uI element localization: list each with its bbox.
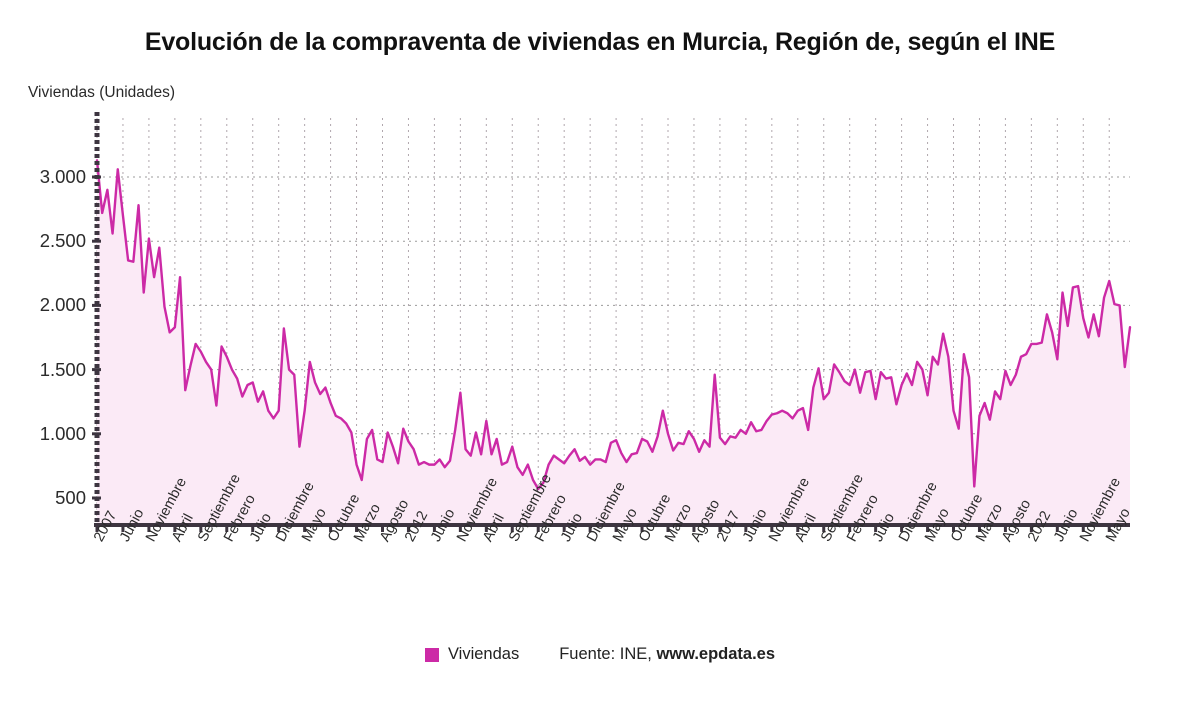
source-prefix: Fuente: INE, xyxy=(559,645,657,663)
chart-footer: Viviendas Fuente: INE, www.epdata.es xyxy=(0,645,1200,664)
x-axis-tick-label: Julio xyxy=(246,510,275,545)
x-axis-tick-label: Junio xyxy=(428,506,459,545)
x-axis-tick-label: Abril xyxy=(480,511,509,545)
y-axis-tick-label: 500 xyxy=(55,487,86,508)
y-axis-tick-label: 3.000 xyxy=(39,166,86,187)
source-note: Fuente: INE, www.epdata.es xyxy=(559,645,775,664)
y-axis-tick-label: 1.500 xyxy=(39,358,86,380)
x-axis-tick-label: Junio xyxy=(1051,506,1082,545)
legend-label: Viviendas xyxy=(447,645,520,663)
page-title: Evolución de la compraventa de viviendas… xyxy=(144,28,1056,56)
y-axis-ticks: 500 1.000 1.500 2.000 2.500 3.000 xyxy=(0,0,86,705)
x-axis-tick-label: Junio xyxy=(116,506,148,545)
y-axis-tick-label: 2.000 xyxy=(39,294,86,316)
legend-item-viviendas[interactable]: Viviendas xyxy=(424,645,520,664)
x-axis-tick-label: Junio xyxy=(739,506,771,545)
x-axis-tick-label: Abril xyxy=(168,511,197,545)
x-axis-tick-label: Julio xyxy=(558,510,587,545)
y-axis-tick-label: 2.500 xyxy=(39,230,86,252)
x-axis-tick-label: Abril xyxy=(791,511,820,545)
x-axis-tick-label: 2022 xyxy=(1025,508,1055,545)
x-axis-tick-label: Julio xyxy=(869,510,898,545)
legend-color-swatch xyxy=(424,647,439,662)
y-axis-unit-label: Viviendas (Unidades) xyxy=(28,84,176,101)
source-site[interactable]: www.epdata.es xyxy=(656,645,776,663)
x-axis-tick-label: 2007 xyxy=(91,508,121,545)
y-axis-tick-label: 1.000 xyxy=(39,422,86,444)
